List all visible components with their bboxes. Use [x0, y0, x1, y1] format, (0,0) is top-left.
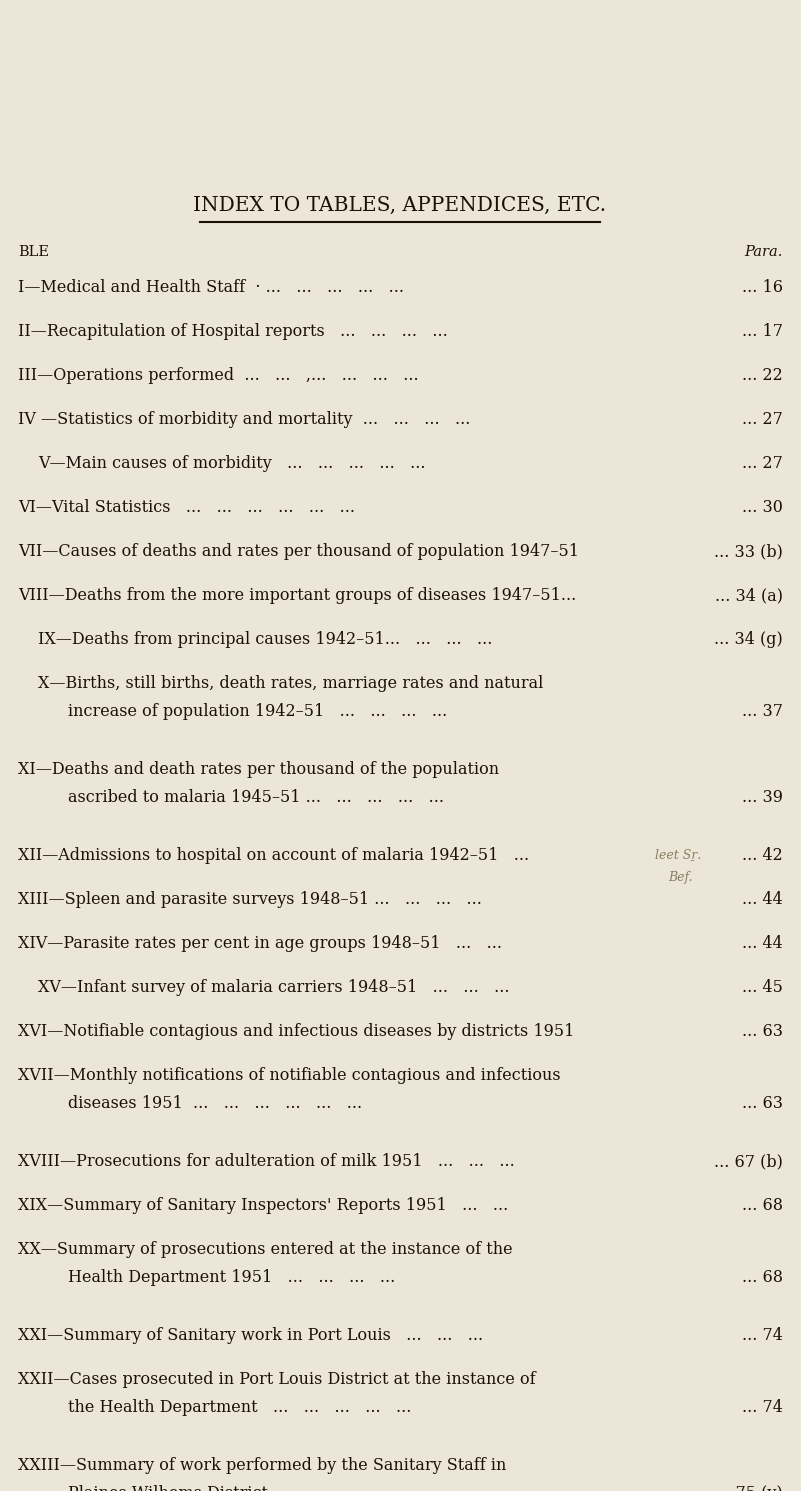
Text: ascribed to malaria 1945–51 ...   ...   ...   ...   ...: ascribed to malaria 1945–51 ... ... ... … [68, 790, 444, 807]
Text: XXII—Cases prosecuted in Port Louis District at the instance of: XXII—Cases prosecuted in Port Louis Dist… [18, 1372, 536, 1388]
Text: ... 27: ... 27 [742, 455, 783, 473]
Text: ... 75 (v): ... 75 (v) [715, 1485, 783, 1491]
Text: ... 68: ... 68 [742, 1269, 783, 1287]
Text: III—Operations performed  ...   ...   ,...   ...   ...   ...: III—Operations performed ... ... ,... ..… [18, 367, 419, 385]
Text: ... 44: ... 44 [743, 892, 783, 908]
Text: ... 39: ... 39 [742, 790, 783, 807]
Text: XXIII—Summary of work performed by the Sanitary Staff in: XXIII—Summary of work performed by the S… [18, 1458, 506, 1475]
Text: XXI—Summary of Sanitary work in Port Louis   ...   ...   ...: XXI—Summary of Sanitary work in Port Lou… [18, 1327, 483, 1345]
Text: increase of population 1942–51   ...   ...   ...   ...: increase of population 1942–51 ... ... .… [68, 704, 447, 720]
Text: XIV—Parasite rates per cent in age groups 1948–51   ...   ...: XIV—Parasite rates per cent in age group… [18, 935, 502, 953]
Text: II—Recapitulation of Hospital reports   ...   ...   ...   ...: II—Recapitulation of Hospital reports ..… [18, 324, 448, 340]
Text: VIII—Deaths from the more important groups of diseases 1947–51...: VIII—Deaths from the more important grou… [18, 587, 576, 604]
Text: ... 16: ... 16 [742, 279, 783, 297]
Text: ... 30: ... 30 [742, 499, 783, 516]
Text: XIII—Spleen and parasite surveys 1948–51 ...   ...   ...   ...: XIII—Spleen and parasite surveys 1948–51… [18, 892, 482, 908]
Text: ... 68: ... 68 [742, 1197, 783, 1215]
Text: ... 63: ... 63 [742, 1023, 783, 1041]
Text: ... 17: ... 17 [742, 324, 783, 340]
Text: ... 33 (b): ... 33 (b) [714, 544, 783, 561]
Text: ... 27: ... 27 [742, 412, 783, 428]
Text: ... 63: ... 63 [742, 1096, 783, 1112]
Text: XII—Admissions to hospital on account of malaria 1942–51   ...: XII—Admissions to hospital on account of… [18, 847, 529, 865]
Text: BLE: BLE [18, 245, 49, 259]
Text: I—Medical and Health Staff  · ...   ...   ...   ...   ...: I—Medical and Health Staff · ... ... ...… [18, 279, 404, 297]
Text: XI—Deaths and death rates per thousand of the population: XI—Deaths and death rates per thousand o… [18, 762, 499, 778]
Text: Bef.: Bef. [668, 872, 693, 884]
Text: XX—Summary of prosecutions entered at the instance of the: XX—Summary of prosecutions entered at th… [18, 1242, 513, 1258]
Text: ... 22: ... 22 [743, 367, 783, 385]
Text: IV —Statistics of morbidity and mortality  ...   ...   ...   ...: IV —Statistics of morbidity and mortalit… [18, 412, 470, 428]
Text: ... 74: ... 74 [742, 1400, 783, 1416]
Text: diseases 1951  ...   ...   ...   ...   ...   ...: diseases 1951 ... ... ... ... ... ... [68, 1096, 362, 1112]
Text: INDEX TO TABLES, APPENDICES, ETC.: INDEX TO TABLES, APPENDICES, ETC. [193, 195, 606, 215]
Text: VII—Causes of deaths and rates per thousand of population 1947–51: VII—Causes of deaths and rates per thous… [18, 544, 579, 561]
Text: VI—Vital Statistics   ...   ...   ...   ...   ...   ...: VI—Vital Statistics ... ... ... ... ... … [18, 499, 355, 516]
Text: ... 34 (a): ... 34 (a) [715, 587, 783, 604]
Text: the Health Department   ...   ...   ...   ...   ...: the Health Department ... ... ... ... ..… [68, 1400, 412, 1416]
Text: ... 45: ... 45 [742, 980, 783, 996]
Text: ... 34 (g): ... 34 (g) [714, 632, 783, 649]
Text: ... 74: ... 74 [742, 1327, 783, 1345]
Text: leet Sṟ.: leet Sṟ. [655, 848, 702, 862]
Text: XIX—Summary of Sanitary Inspectors' Reports 1951   ...   ...: XIX—Summary of Sanitary Inspectors' Repo… [18, 1197, 509, 1215]
Text: XV—Infant survey of malaria carriers 1948–51   ...   ...   ...: XV—Infant survey of malaria carriers 194… [38, 980, 509, 996]
Text: XVIII—Prosecutions for adulteration of milk 1951   ...   ...   ...: XVIII—Prosecutions for adulteration of m… [18, 1154, 515, 1170]
Text: Health Department 1951   ...   ...   ...   ...: Health Department 1951 ... ... ... ... [68, 1269, 395, 1287]
Text: ... 44: ... 44 [743, 935, 783, 953]
Text: X—Births, still births, death rates, marriage rates and natural: X—Births, still births, death rates, mar… [38, 675, 543, 692]
Text: IX—Deaths from principal causes 1942–51...   ...   ...   ...: IX—Deaths from principal causes 1942–51.… [38, 632, 493, 649]
Text: Para.: Para. [745, 245, 783, 259]
Text: ... 42: ... 42 [743, 847, 783, 865]
Text: V—Main causes of morbidity   ...   ...   ...   ...   ...: V—Main causes of morbidity ... ... ... .… [38, 455, 425, 473]
Text: ... 37: ... 37 [742, 704, 783, 720]
Text: ... 67 (b): ... 67 (b) [714, 1154, 783, 1170]
Text: XVII—Monthly notifications of notifiable contagious and infectious: XVII—Monthly notifications of notifiable… [18, 1068, 561, 1084]
Text: Plaines Wilhems District   ...   ...   ..   ...   ...: Plaines Wilhems District ... ... .. ... … [68, 1485, 417, 1491]
Text: XVI—Notifiable contagious and infectious diseases by districts 1951: XVI—Notifiable contagious and infectious… [18, 1023, 574, 1041]
